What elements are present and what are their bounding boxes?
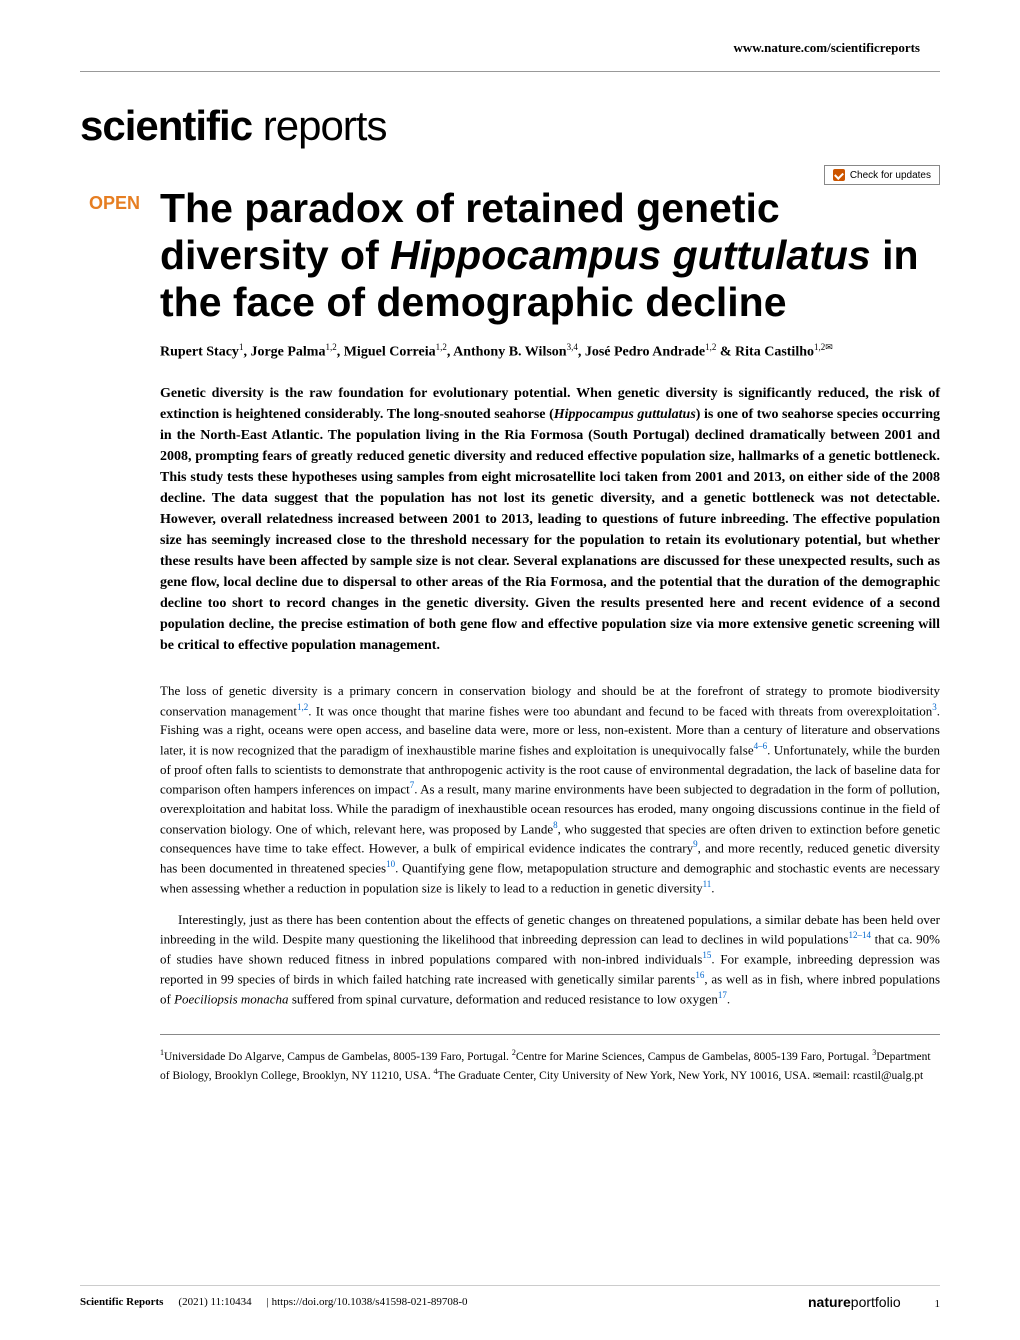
check-updates-label: Check for updates xyxy=(850,170,931,181)
affiliations: 1Universidade Do Algarve, Campus de Gamb… xyxy=(160,1034,940,1085)
check-updates-icon xyxy=(833,169,845,181)
logo-light-text: reports xyxy=(252,102,386,149)
footer-journal: Scientific Reports xyxy=(80,1296,163,1308)
body-paragraph-1: The loss of genetic diversity is a prima… xyxy=(160,681,940,898)
title-italic: Hippocampus guttulatus xyxy=(390,232,871,278)
aff-1: Universidade Do Algarve, Campus de Gambe… xyxy=(164,1051,512,1063)
corresponding-icon: ✉ xyxy=(825,342,833,352)
footer-logo-bold: nature xyxy=(808,1294,851,1310)
p1-ref7[interactable]: 10 xyxy=(386,859,395,869)
article-wrapper: OPEN The paradox of retained genetic div… xyxy=(80,185,940,1085)
p2-t1: Interestingly, just as there has been co… xyxy=(160,912,940,947)
p1-t9: . xyxy=(711,880,714,895)
p2-t6: . xyxy=(727,991,730,1006)
p1-ref1[interactable]: 1,2 xyxy=(297,702,308,712)
footer-logo-light: portfolio xyxy=(851,1294,901,1310)
page-footer: Scientific Reports (2021) 11:10434 | htt… xyxy=(80,1285,940,1310)
check-updates-button[interactable]: Check for updates xyxy=(824,165,940,185)
body-paragraph-2: Interestingly, just as there has been co… xyxy=(160,910,940,1009)
aff-4: The Graduate Center, City University of … xyxy=(437,1070,812,1082)
author-6: & Rita Castilho xyxy=(716,345,814,360)
email-label: email: xyxy=(821,1070,853,1082)
p1-t2: . It was once thought that marine fishes… xyxy=(308,703,932,718)
footer-right: natureportfolio 1 xyxy=(808,1294,940,1310)
p1-ref3[interactable]: 4–6 xyxy=(754,741,768,751)
journal-logo: scientific reports xyxy=(80,102,940,150)
email-address[interactable]: rcastil@ualg.pt xyxy=(853,1070,923,1082)
p1-ref8[interactable]: 11 xyxy=(703,879,712,889)
author-3: , Miguel Correia xyxy=(337,345,436,360)
author-4: , Anthony B. Wilson xyxy=(447,345,567,360)
email-icon: ✉ xyxy=(813,1071,821,1082)
article-title: The paradox of retained genetic diversit… xyxy=(160,185,940,326)
p2-italic: Poeciliopsis monacha xyxy=(174,991,288,1006)
abstract-italic1: Hippocampus guttulatus xyxy=(554,407,696,422)
abstract: Genetic diversity is the raw foundation … xyxy=(160,383,940,656)
article-content: The paradox of retained genetic diversit… xyxy=(160,185,940,1085)
author-4-aff: 3,4 xyxy=(567,342,578,352)
p2-ref3[interactable]: 16 xyxy=(695,970,704,980)
footer-left: Scientific Reports (2021) 11:10434 | htt… xyxy=(80,1296,468,1308)
footer-doi[interactable]: | https://doi.org/10.1038/s41598-021-897… xyxy=(267,1296,468,1308)
header-url: www.nature.com/scientificreports xyxy=(80,40,940,56)
author-2: , Jorge Palma xyxy=(243,345,325,360)
open-access-badge: OPEN xyxy=(80,193,140,1085)
p2-t5: suffered from spinal curvature, deformat… xyxy=(289,991,718,1006)
p2-ref2[interactable]: 15 xyxy=(702,950,711,960)
footer-issue: (2021) 11:10434 xyxy=(178,1296,251,1308)
page-number: 1 xyxy=(935,1298,941,1310)
header-divider xyxy=(80,71,940,72)
footer-logo: natureportfolio xyxy=(808,1294,905,1310)
logo-bold-text: scientific xyxy=(80,102,252,149)
abstract-text2: ) is one of two seahorse species occurri… xyxy=(160,407,940,653)
p2-ref4[interactable]: 17 xyxy=(718,990,727,1000)
author-5-aff: 1,2 xyxy=(705,342,716,352)
author-5: , José Pedro Andrade xyxy=(578,345,705,360)
author-1: Rupert Stacy xyxy=(160,345,239,360)
aff-2: Centre for Marine Sciences, Campus de Ga… xyxy=(516,1051,872,1063)
authors-list: Rupert Stacy1, Jorge Palma1,2, Miguel Co… xyxy=(160,341,940,363)
author-6-aff: 1,2 xyxy=(814,342,825,352)
p2-ref1[interactable]: 12–14 xyxy=(848,930,871,940)
author-3-aff: 1,2 xyxy=(436,342,447,352)
author-2-aff: 1,2 xyxy=(325,342,336,352)
